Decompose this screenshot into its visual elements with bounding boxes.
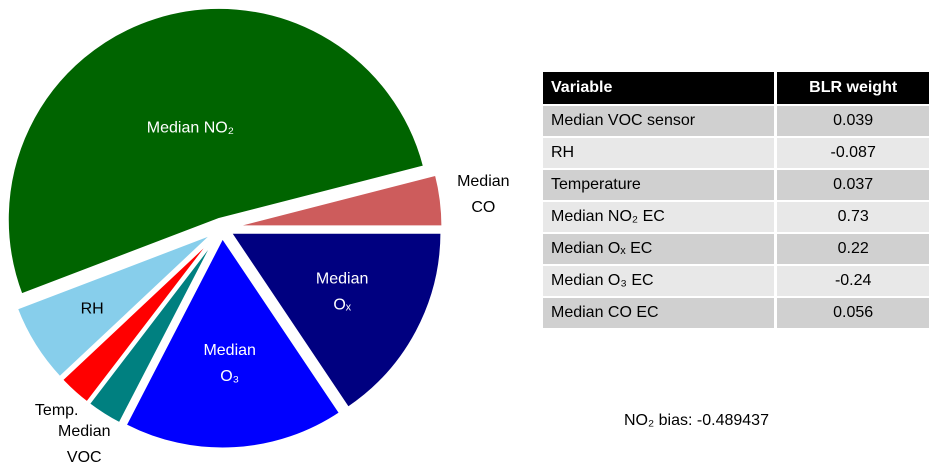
header-cell: BLR weight — [774, 72, 929, 104]
pie-slice — [5, 5, 427, 297]
table-row: Median CO EC 0.056 — [543, 298, 929, 328]
pie-chart: Median Oₓ Median O₃ Median VOC Temp. RH Median N… — [5, 5, 510, 466]
table-row: Median Oₓ EC 0.22 — [543, 234, 929, 264]
table-row: Median VOC sensor 0.039 — [543, 106, 929, 136]
variable-cell: Median NO₂ EC — [543, 202, 775, 232]
slice-label: VOC — [67, 449, 102, 466]
variable-cell: Median Oₓ EC — [543, 234, 775, 264]
slice-label: Median — [58, 423, 110, 440]
slice-label: Oₓ — [333, 296, 351, 313]
table-row: Temperature 0.037 — [543, 170, 929, 200]
table-row: Median O₃ EC -0.24 — [543, 266, 929, 296]
pie-slice — [14, 231, 216, 381]
pie-slice — [123, 234, 343, 451]
slice-label: Median NO₂ — [147, 120, 234, 137]
variable-cell: Median CO EC — [543, 298, 775, 328]
variable-cell: Temperature — [543, 170, 775, 200]
weight-cell: -0.24 — [774, 266, 929, 296]
variable-cell: Median O₃ EC — [543, 266, 775, 296]
slice-label: CO — [471, 199, 495, 216]
slice-label: RH — [81, 300, 104, 317]
header-row: Variable BLR weight — [543, 72, 929, 104]
slice-label: Median — [316, 270, 368, 287]
pie-slice — [227, 230, 444, 411]
slice-label: Temp. — [35, 402, 79, 419]
weight-cell: -0.087 — [774, 138, 929, 168]
bias-note: NO₂ bias: -0.489437 — [624, 412, 769, 429]
pie-slice — [86, 234, 219, 426]
weight-cell: 0.22 — [774, 234, 929, 264]
slice-label: O₃ — [220, 368, 239, 385]
slice-label: Median — [457, 173, 509, 190]
weight-cell: 0.037 — [774, 170, 929, 200]
weight-cell: 0.056 — [774, 298, 929, 328]
table-row: RH -0.087 — [543, 138, 929, 168]
variable-cell: RH — [543, 138, 775, 168]
header-cell: Variable — [543, 72, 775, 104]
slice-label: Median — [203, 342, 255, 359]
weight-cell: 0.039 — [774, 106, 929, 136]
weights-table: Variable BLR weight Median VOC sensor 0.0… — [543, 70, 929, 330]
table-row: Median NO₂ EC 0.73 — [543, 202, 929, 232]
pie-slice — [59, 233, 218, 406]
pie-slice — [230, 172, 445, 229]
variable-cell: Median VOC sensor — [543, 106, 775, 136]
weight-cell: 0.73 — [774, 202, 929, 232]
